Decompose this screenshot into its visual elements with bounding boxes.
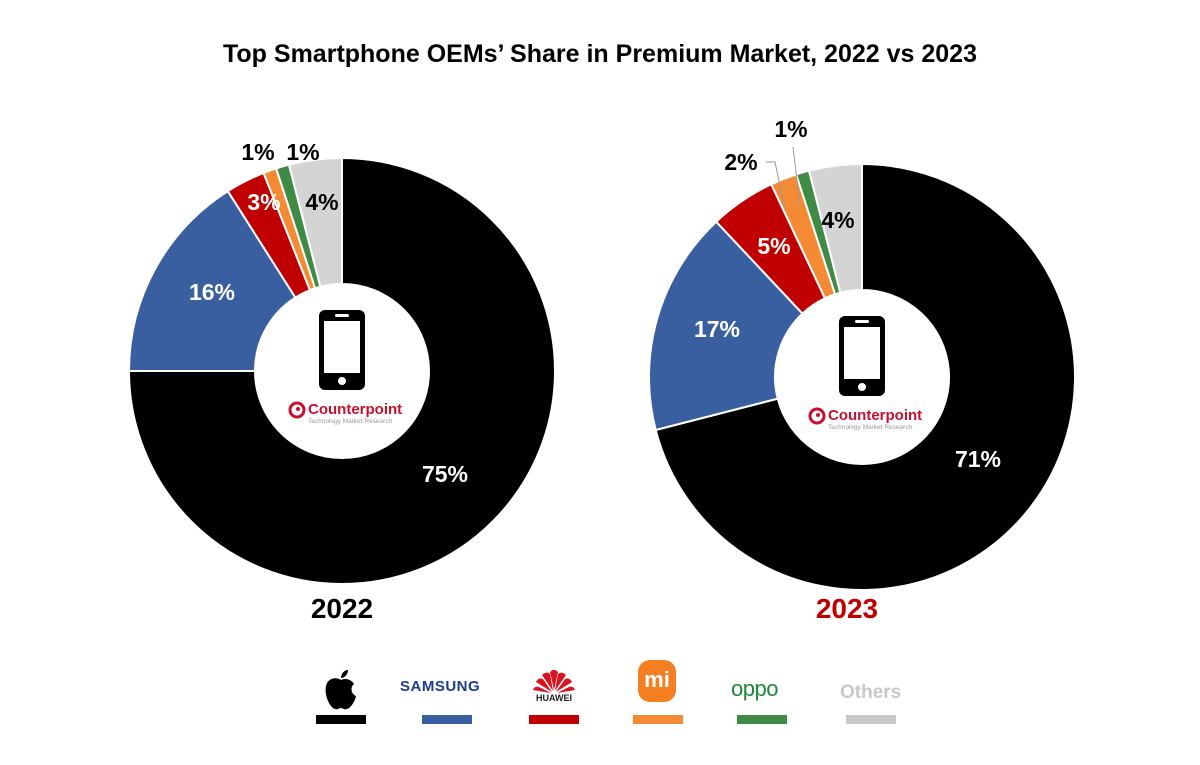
smartphone-icon — [319, 310, 365, 390]
data-label-apple: 71% — [955, 446, 1001, 472]
oppo-wordmark: oppo — [731, 676, 778, 701]
year-label-2022: 2022 — [311, 593, 373, 624]
legend-swatch — [316, 715, 366, 724]
data-label-apple: 75% — [422, 461, 468, 487]
apple-icon — [325, 670, 356, 710]
huawei-icon: HUAWEI — [533, 669, 575, 702]
slice-apple — [654, 162, 1076, 591]
data-label-others: 4% — [821, 207, 854, 233]
legend-swatch — [422, 715, 472, 724]
counterpoint-tagline: Technology Market Research — [308, 418, 393, 425]
smartphone-icon — [839, 316, 885, 396]
legend-swatch — [846, 715, 896, 724]
slice-others — [807, 162, 863, 294]
data-label-oppo: 1% — [286, 139, 319, 165]
legend-item-huawei: HUAWEI — [529, 668, 619, 724]
others-label: Others — [840, 682, 902, 703]
chart-title: Top Smartphone OEMs’ Share in Premium Ma… — [223, 40, 977, 68]
legend-item-others: Others — [840, 668, 930, 724]
counterpoint-brand: Counterpoint — [308, 401, 402, 418]
legend-item-oppo: oppo — [731, 668, 827, 724]
slice-apple — [127, 156, 556, 585]
data-label-samsung: 17% — [694, 316, 740, 342]
legend-swatch — [737, 715, 787, 724]
data-label-huawei: 3% — [247, 189, 280, 215]
huawei-wordmark: HUAWEI — [536, 693, 572, 702]
legend-swatch — [529, 715, 579, 724]
counterpoint-tagline: Technology Market Research — [828, 424, 913, 431]
legend-swatch — [633, 715, 683, 724]
xiaomi-icon: mi — [638, 660, 676, 702]
samsung-wordmark: SAMSUNG — [400, 678, 481, 695]
legend-item-samsung: SAMSUNG — [400, 668, 495, 724]
data-label-samsung: 16% — [189, 279, 235, 305]
leader-line-xiaomi — [766, 161, 786, 211]
data-label-huawei: 5% — [757, 233, 790, 259]
data-label-others: 4% — [305, 189, 338, 215]
slice-samsung — [127, 189, 297, 372]
data-label-xiaomi: 2% — [724, 149, 757, 175]
legend-item-xiaomi: mi — [633, 660, 723, 724]
year-label-2023: 2023 — [816, 593, 878, 624]
data-label-oppo: 1% — [774, 116, 807, 142]
counterpoint-brand: Counterpoint — [828, 407, 922, 424]
xiaomi-wordmark: mi — [644, 667, 670, 692]
leader-line-oppo — [792, 146, 801, 206]
legend-item-apple — [316, 668, 406, 724]
data-label-xiaomi: 1% — [241, 139, 274, 165]
slice-others — [287, 156, 343, 288]
